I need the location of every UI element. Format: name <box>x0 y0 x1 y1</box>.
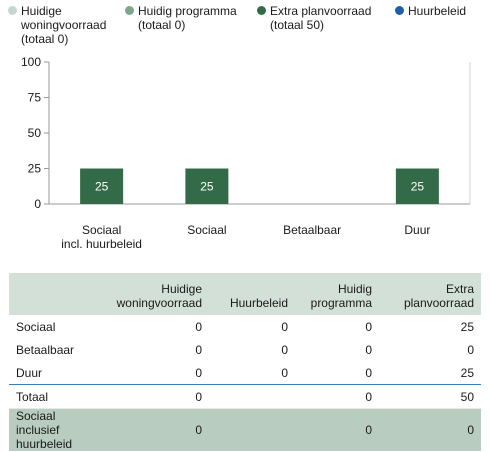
cell: 0 <box>281 319 288 334</box>
bar-value-label: 25 <box>200 179 214 193</box>
y-tick-label: 75 <box>28 91 42 105</box>
cell: 0 <box>195 319 202 334</box>
header-cell <box>9 273 104 315</box>
cell: 25 <box>460 365 474 380</box>
row-label: Sociaal <box>16 319 56 334</box>
cell <box>209 408 295 451</box>
table-row-totaal: Totaal 0 0 50 <box>9 384 481 409</box>
cell: 25 <box>460 319 474 334</box>
row-label: Betaalbaar <box>16 342 75 357</box>
cell: 0 <box>365 342 372 357</box>
cell: 0 <box>104 408 209 451</box>
cell: 0 <box>281 365 288 380</box>
table-row: Duur 0 0 0 25 <box>9 361 481 385</box>
cell: 0 <box>295 384 379 409</box>
cell: 0 <box>365 365 372 380</box>
summary-table: Huidige woningvoorraad Huurbeleid Huidig… <box>9 273 481 451</box>
legend-label: Huidig programma (totaal 0) <box>138 4 237 32</box>
x-tick-label: incl. huurbeleid <box>61 237 142 251</box>
table-header-row: Huidige woningvoorraad Huurbeleid Huidig… <box>9 273 481 315</box>
y-tick-label: 50 <box>28 126 42 140</box>
legend-item-huidig-programma: Huidig programma (totaal 0) <box>125 4 237 32</box>
data-table: Huidige woningvoorraad Huurbeleid Huidig… <box>9 273 481 451</box>
cell: 0 <box>281 342 288 357</box>
cell: 0 <box>379 408 481 451</box>
table-row: Sociaal 0 0 0 25 <box>9 315 481 338</box>
legend-item-extra-planvoorraad: Extra planvoorraad (totaal 50) <box>257 4 371 32</box>
x-tick-label: Betaalbaar <box>283 223 341 237</box>
cell: 0 <box>365 319 372 334</box>
cell: 0 <box>195 365 202 380</box>
y-tick-label: 100 <box>21 55 41 69</box>
bar-value-label: 25 <box>95 179 109 193</box>
bar-value-label: 25 <box>411 179 425 193</box>
x-tick-label: Duur <box>404 223 430 237</box>
table-row-sociaal-inclusief: Sociaal inclusief huurbeleid 0 0 0 <box>9 408 481 451</box>
header-extra-planvoorraad: Extra planvoorraad <box>379 273 481 315</box>
legend-item-huurbeleid: Huurbeleid <box>395 4 466 18</box>
bar <box>395 168 439 204</box>
x-tick-label: Sociaal <box>187 223 226 237</box>
row-label: Totaal <box>9 384 104 409</box>
bar <box>80 168 124 204</box>
bar <box>185 168 229 204</box>
header-huidig-programma: Huidig programma <box>295 273 379 315</box>
cell: 50 <box>379 384 481 409</box>
legend-dot <box>125 6 134 15</box>
cell <box>209 384 295 409</box>
header-huidige-woningvoorraad: Huidige woningvoorraad <box>104 273 209 315</box>
header-huurbeleid: Huurbeleid <box>209 273 295 315</box>
legend-label: Extra planvoorraad (totaal 50) <box>270 4 372 32</box>
x-tick-label: Sociaal <box>82 223 121 237</box>
legend-item-huidige-woningvoorraad: Huidige woningvoorraad (totaal 0) <box>8 4 106 46</box>
cell: 0 <box>295 408 379 451</box>
legend-label: Huidige woningvoorraad (totaal 0) <box>21 4 107 46</box>
cell: 0 <box>195 342 202 357</box>
table-row: Betaalbaar 0 0 0 0 <box>9 338 481 361</box>
legend-dot <box>257 6 266 15</box>
y-tick-label: 0 <box>34 197 41 211</box>
cell: 0 <box>467 342 474 357</box>
legend-dot <box>395 6 404 15</box>
legend-dot <box>8 6 17 15</box>
legend-label: Huurbeleid <box>408 4 467 18</box>
y-tick-label: 25 <box>28 162 42 176</box>
row-label: Sociaal inclusief huurbeleid <box>9 408 104 451</box>
row-label: Duur <box>16 365 43 380</box>
cell: 0 <box>104 384 209 409</box>
